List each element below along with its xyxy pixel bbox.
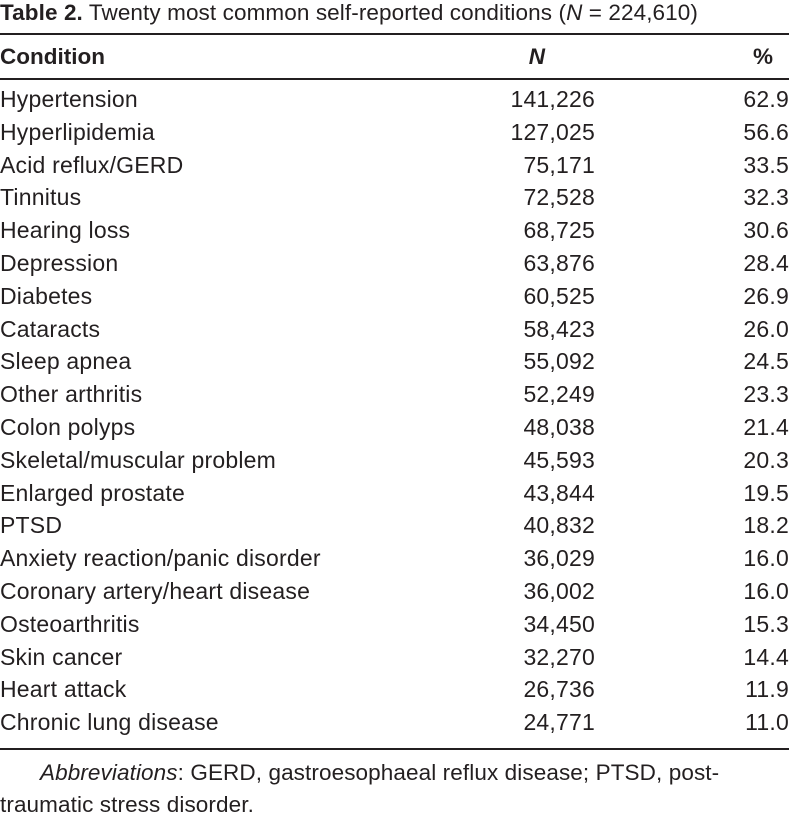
table-row: Other arthritis 52,249 23.3: [0, 378, 789, 411]
row-n: 34,450: [523, 610, 595, 637]
table-caption: Table 2. Twenty most common self-reporte…: [0, 0, 789, 26]
row-condition: Colon polyps: [0, 413, 136, 440]
table-row: Hearing loss 68,725 30.6: [0, 214, 789, 247]
row-percent: 24.5: [743, 348, 789, 375]
conditions-table: Condition N % Hypertension 141,226 62.9 Hyp…: [0, 39, 789, 739]
row-n: 63,876: [523, 249, 595, 276]
row-percent: 62.9: [743, 86, 789, 112]
row-condition: PTSD: [0, 512, 63, 539]
row-n: 60,525: [523, 282, 595, 309]
row-percent: 33.5: [743, 151, 789, 178]
header-n: N: [528, 44, 545, 69]
header-rule: [0, 78, 789, 80]
row-condition: Cataracts: [0, 315, 101, 342]
row-condition: Heart attack: [0, 676, 127, 703]
row-percent: 26.9: [743, 282, 789, 309]
table-row: Chronic lung disease 24,771 11.0: [0, 706, 789, 739]
row-n: 58,423: [523, 315, 595, 342]
row-percent: 30.6: [743, 217, 789, 244]
table-row: Anxiety reaction/panic disorder 36,029 16.…: [0, 542, 789, 575]
row-percent: 32.3: [743, 184, 789, 211]
row-percent: 19.5: [743, 479, 789, 506]
table-row: Hyperlipidemia 127,025 56.6: [0, 116, 789, 149]
caption-label: Table 2.: [0, 0, 83, 25]
header-percent: %: [752, 44, 773, 69]
row-percent: 18.2: [743, 512, 789, 539]
row-percent: 23.3: [743, 381, 789, 408]
row-condition: Sleep apnea: [0, 348, 132, 375]
row-n: 40,832: [523, 512, 595, 539]
row-percent: 28.4: [743, 249, 789, 276]
row-condition: Tinnitus: [0, 184, 82, 211]
row-percent: 16.0: [743, 545, 789, 572]
row-percent: 11.0: [745, 709, 789, 736]
caption-text-after: = 224,610): [582, 0, 698, 25]
row-condition: Acid reflux/GERD: [0, 151, 184, 178]
row-condition: Enlarged prostate: [0, 479, 185, 506]
row-n: 43,844: [523, 479, 595, 506]
table-row: PTSD 40,832 18.2: [0, 509, 789, 542]
row-condition: Skeletal/muscular problem: [0, 446, 277, 473]
table-row: Diabetes 60,525 26.9: [0, 280, 789, 313]
row-n: 141,226: [510, 86, 595, 112]
table-row: Enlarged prostate 43,844 19.5: [0, 477, 789, 510]
row-condition: Other arthritis: [0, 381, 143, 408]
header-condition: Condition: [0, 44, 105, 69]
row-n: 45,593: [523, 446, 595, 473]
table-row: Coronary artery/heart disease 36,002 16.0: [0, 575, 789, 608]
row-percent: 26.0: [743, 315, 789, 342]
row-n: 52,249: [523, 381, 595, 408]
row-condition: Anxiety reaction/panic disorder: [0, 545, 321, 572]
row-percent: 20.3: [743, 446, 789, 473]
row-condition: Diabetes: [0, 282, 93, 309]
header-row: Condition N %: [0, 39, 789, 75]
caption-n-symbol: N: [566, 0, 583, 25]
table-row: Colon polyps 48,038 21.4: [0, 411, 789, 444]
table-row: Acid reflux/GERD 75,171 33.5: [0, 149, 789, 182]
caption-text-before: Twenty most common self-reported conditi…: [82, 0, 567, 25]
row-n: 72,528: [523, 184, 595, 211]
table-row: Osteoarthritis 34,450 15.3: [0, 608, 789, 641]
row-n: 36,029: [523, 545, 595, 572]
row-n: 26,736: [523, 676, 595, 703]
table-row: Skin cancer 32,270 14.4: [0, 641, 789, 674]
row-n: 36,002: [523, 577, 595, 604]
row-percent: 16.0: [743, 577, 789, 604]
table-row: Depression 63,876 28.4: [0, 247, 789, 280]
row-condition: Hypertension: [0, 86, 138, 112]
table-row: Hypertension 141,226 62.9: [0, 83, 789, 116]
row-n: 68,725: [523, 217, 595, 244]
row-n: 48,038: [523, 413, 595, 440]
row-condition: Chronic lung disease: [0, 709, 219, 736]
footnote-text: : GERD, gastroesophaeal reflux disease; …: [0, 760, 720, 817]
top-rule: [0, 33, 789, 35]
footnote: Abbreviations: GERD, gastroesophaeal ref…: [0, 757, 789, 821]
table-row: Cataracts 58,423 26.0: [0, 313, 789, 346]
row-percent: 14.4: [743, 643, 789, 670]
row-condition: Osteoarthritis: [0, 610, 140, 637]
row-n: 24,771: [523, 709, 595, 736]
row-n: 55,092: [523, 348, 595, 375]
table-row: Heart attack 26,736 11.9: [0, 673, 789, 706]
row-percent: 56.6: [743, 118, 789, 145]
table-row: Tinnitus 72,528 32.3: [0, 181, 789, 214]
row-percent: 21.4: [743, 413, 789, 440]
table-row: Sleep apnea 55,092 24.5: [0, 345, 789, 378]
row-condition: Depression: [0, 249, 119, 276]
header-spacer: [0, 75, 789, 83]
row-n: 127,025: [510, 118, 595, 145]
row-n: 75,171: [523, 151, 595, 178]
row-percent: 15.3: [743, 610, 789, 637]
row-condition: Coronary artery/heart disease: [0, 577, 311, 604]
table-body: Hypertension 141,226 62.9 Hyperlipidemia 127…: [0, 83, 789, 739]
row-n: 32,270: [523, 643, 595, 670]
row-condition: Skin cancer: [0, 643, 123, 670]
row-percent: 11.9: [745, 676, 789, 703]
row-condition: Hyperlipidemia: [0, 118, 155, 145]
table-row: Skeletal/muscular problem 45,593 20.3: [0, 444, 789, 477]
bottom-rule: [0, 748, 789, 750]
footnote-label: Abbreviations: [40, 760, 178, 785]
row-condition: Hearing loss: [0, 217, 131, 244]
